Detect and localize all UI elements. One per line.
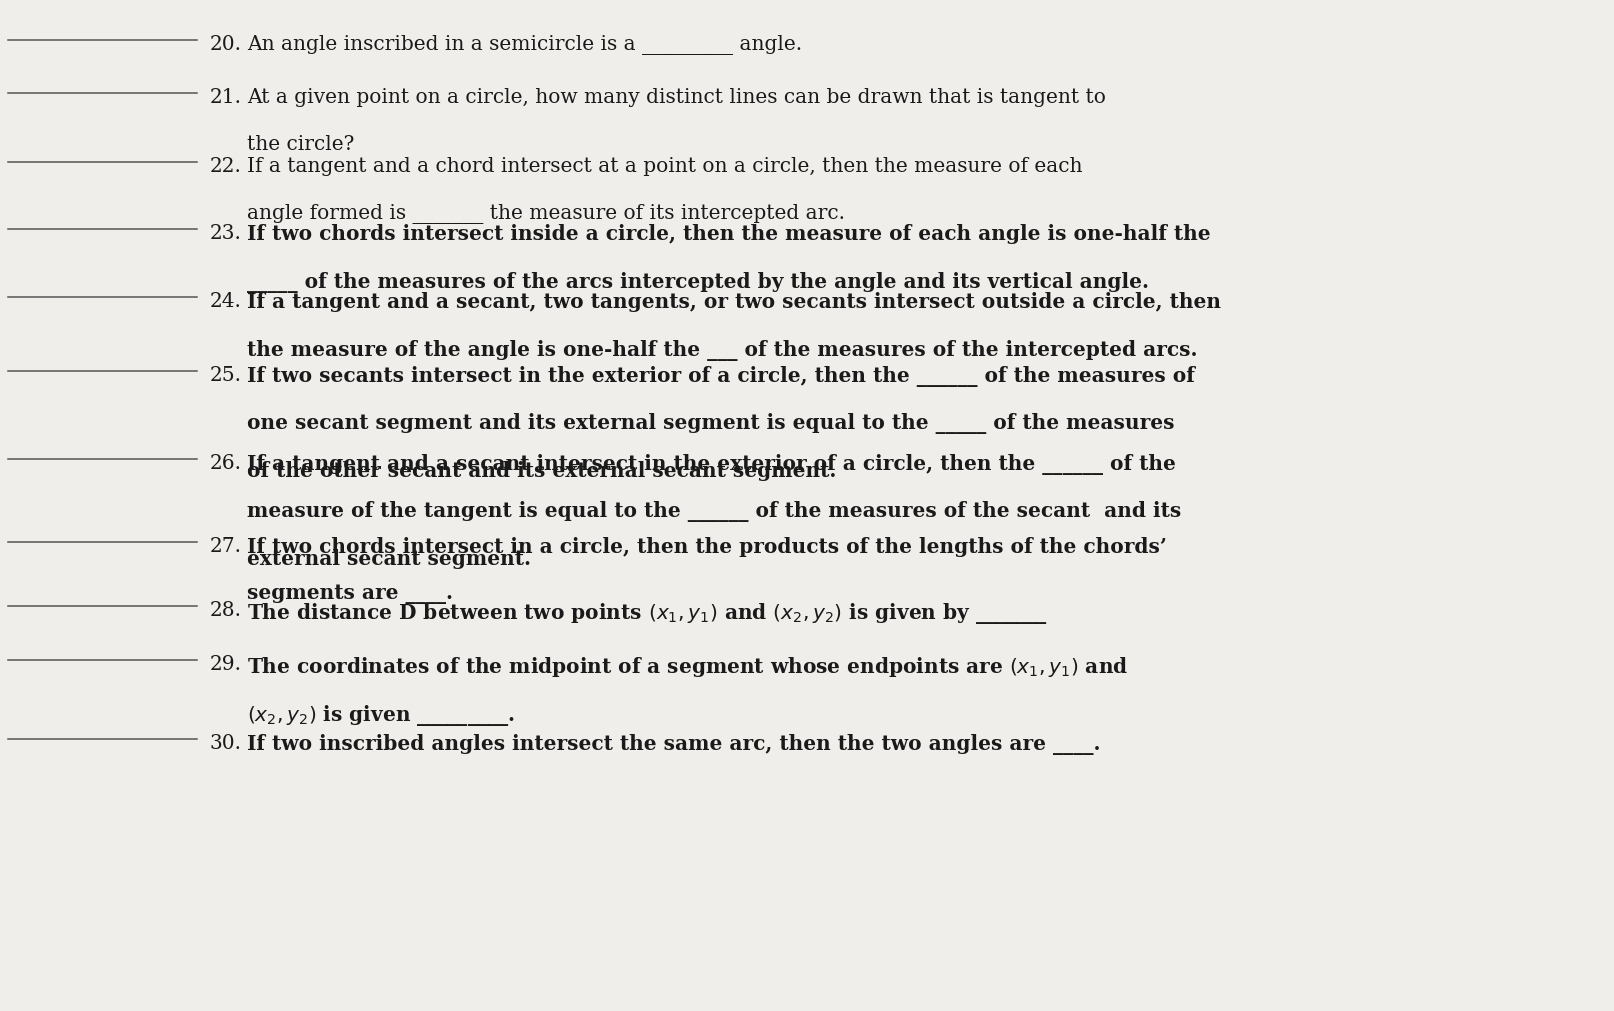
Text: If two inscribed angles intersect the same arc, then the two angles are ____.: If two inscribed angles intersect the sa… [247,734,1099,755]
Text: segments are ____.: segments are ____. [247,584,454,605]
Text: angle formed is _______ the measure of its intercepted arc.: angle formed is _______ the measure of i… [247,204,844,224]
Text: 21.: 21. [210,88,242,107]
Text: If a tangent and a secant, two tangents, or two secants intersect outside a circ: If a tangent and a secant, two tangents,… [247,292,1220,312]
Text: _____ of the measures of the arcs intercepted by the angle and its vertical angl: _____ of the measures of the arcs interc… [247,272,1149,293]
Text: If two chords intersect inside a circle, then the measure of each angle is one-h: If two chords intersect inside a circle,… [247,224,1210,245]
Text: 23.: 23. [210,224,242,244]
Text: 26.: 26. [210,454,242,473]
Text: The coordinates of the midpoint of a segment whose endpoints are $(x_1, y_1)$ an: The coordinates of the midpoint of a seg… [247,655,1128,679]
Text: 27.: 27. [210,537,242,556]
Text: An angle inscribed in a semicircle is a _________ angle.: An angle inscribed in a semicircle is a … [247,35,802,56]
Text: external secant segment.: external secant segment. [247,549,531,569]
Text: If a tangent and a secant intersect in the exterior of a circle, then the ______: If a tangent and a secant intersect in t… [247,454,1175,475]
Text: 30.: 30. [210,734,242,753]
Text: If a tangent and a chord intersect at a point on a circle, then the measure of e: If a tangent and a chord intersect at a … [247,157,1081,176]
Text: If two chords intersect in a circle, then the products of the lengths of the cho: If two chords intersect in a circle, the… [247,537,1167,557]
Text: 22.: 22. [210,157,242,176]
Text: 20.: 20. [210,35,242,55]
Text: of the other secant and its external secant segment.: of the other secant and its external sec… [247,461,836,481]
Text: 28.: 28. [210,601,242,620]
Text: the measure of the angle is one-half the ___ of the measures of the intercepted : the measure of the angle is one-half the… [247,340,1198,361]
Text: $(x_2, y_2)$ is given _________.: $(x_2, y_2)$ is given _________. [247,703,515,728]
Text: the circle?: the circle? [247,135,353,155]
Text: If two secants intersect in the exterior of a circle, then the ______ of the mea: If two secants intersect in the exterior… [247,366,1194,387]
Text: 29.: 29. [210,655,242,674]
Text: The distance D between two points $(x_1, y_1)$ and $(x_2, y_2)$ is given by ____: The distance D between two points $(x_1,… [247,601,1047,626]
Text: measure of the tangent is equal to the ______ of the measures of the secant  and: measure of the tangent is equal to the _… [247,501,1180,523]
Text: one secant segment and its external segment is equal to the _____ of the measure: one secant segment and its external segm… [247,413,1173,435]
Text: At a given point on a circle, how many distinct lines can be drawn that is tange: At a given point on a circle, how many d… [247,88,1106,107]
Text: 24.: 24. [210,292,242,311]
Text: 25.: 25. [210,366,242,385]
